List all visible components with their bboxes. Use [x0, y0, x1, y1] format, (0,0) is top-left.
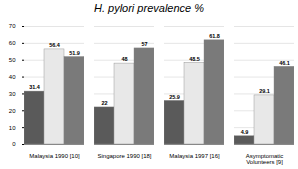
svg-text:30: 30: [9, 91, 16, 97]
svg-text:29.1: 29.1: [259, 88, 270, 94]
svg-text:31.4: 31.4: [29, 84, 41, 90]
html-text:H. pylori prevalence %: H. pylori prevalence %: [94, 2, 204, 14]
svg-text:51.9: 51.9: [69, 50, 80, 56]
svg-text:AsymptomaticVolunteers [9]: AsymptomaticVolunteers [9]: [246, 153, 284, 165]
svg-text:Malaysia 1997 [16]: Malaysia 1997 [16]: [169, 153, 220, 159]
svg-text:4.9: 4.9: [241, 129, 249, 135]
svg-text:Malaysia 1990 [10]: Malaysia 1990 [10]: [29, 153, 80, 159]
svg-text:60: 60: [9, 40, 16, 46]
svg-text:22: 22: [101, 100, 107, 106]
svg-text:0: 0: [12, 141, 16, 147]
svg-text:70: 70: [9, 23, 16, 29]
svg-text:Singapore 1990 [18]: Singapore 1990 [18]: [97, 153, 151, 159]
svg-text:46.1: 46.1: [279, 60, 290, 66]
svg-text:25.9: 25.9: [169, 94, 180, 100]
svg-text:57: 57: [141, 41, 147, 47]
svg-text:61.8: 61.8: [209, 33, 220, 39]
svg-text:10: 10: [9, 125, 16, 131]
svg-text:48.5: 48.5: [189, 56, 200, 62]
svg-text:20: 20: [9, 108, 16, 114]
svg-text:50: 50: [9, 57, 16, 63]
svg-text:56.4: 56.4: [49, 42, 61, 48]
svg-text:40: 40: [9, 74, 16, 80]
svg-text:48: 48: [121, 56, 127, 62]
